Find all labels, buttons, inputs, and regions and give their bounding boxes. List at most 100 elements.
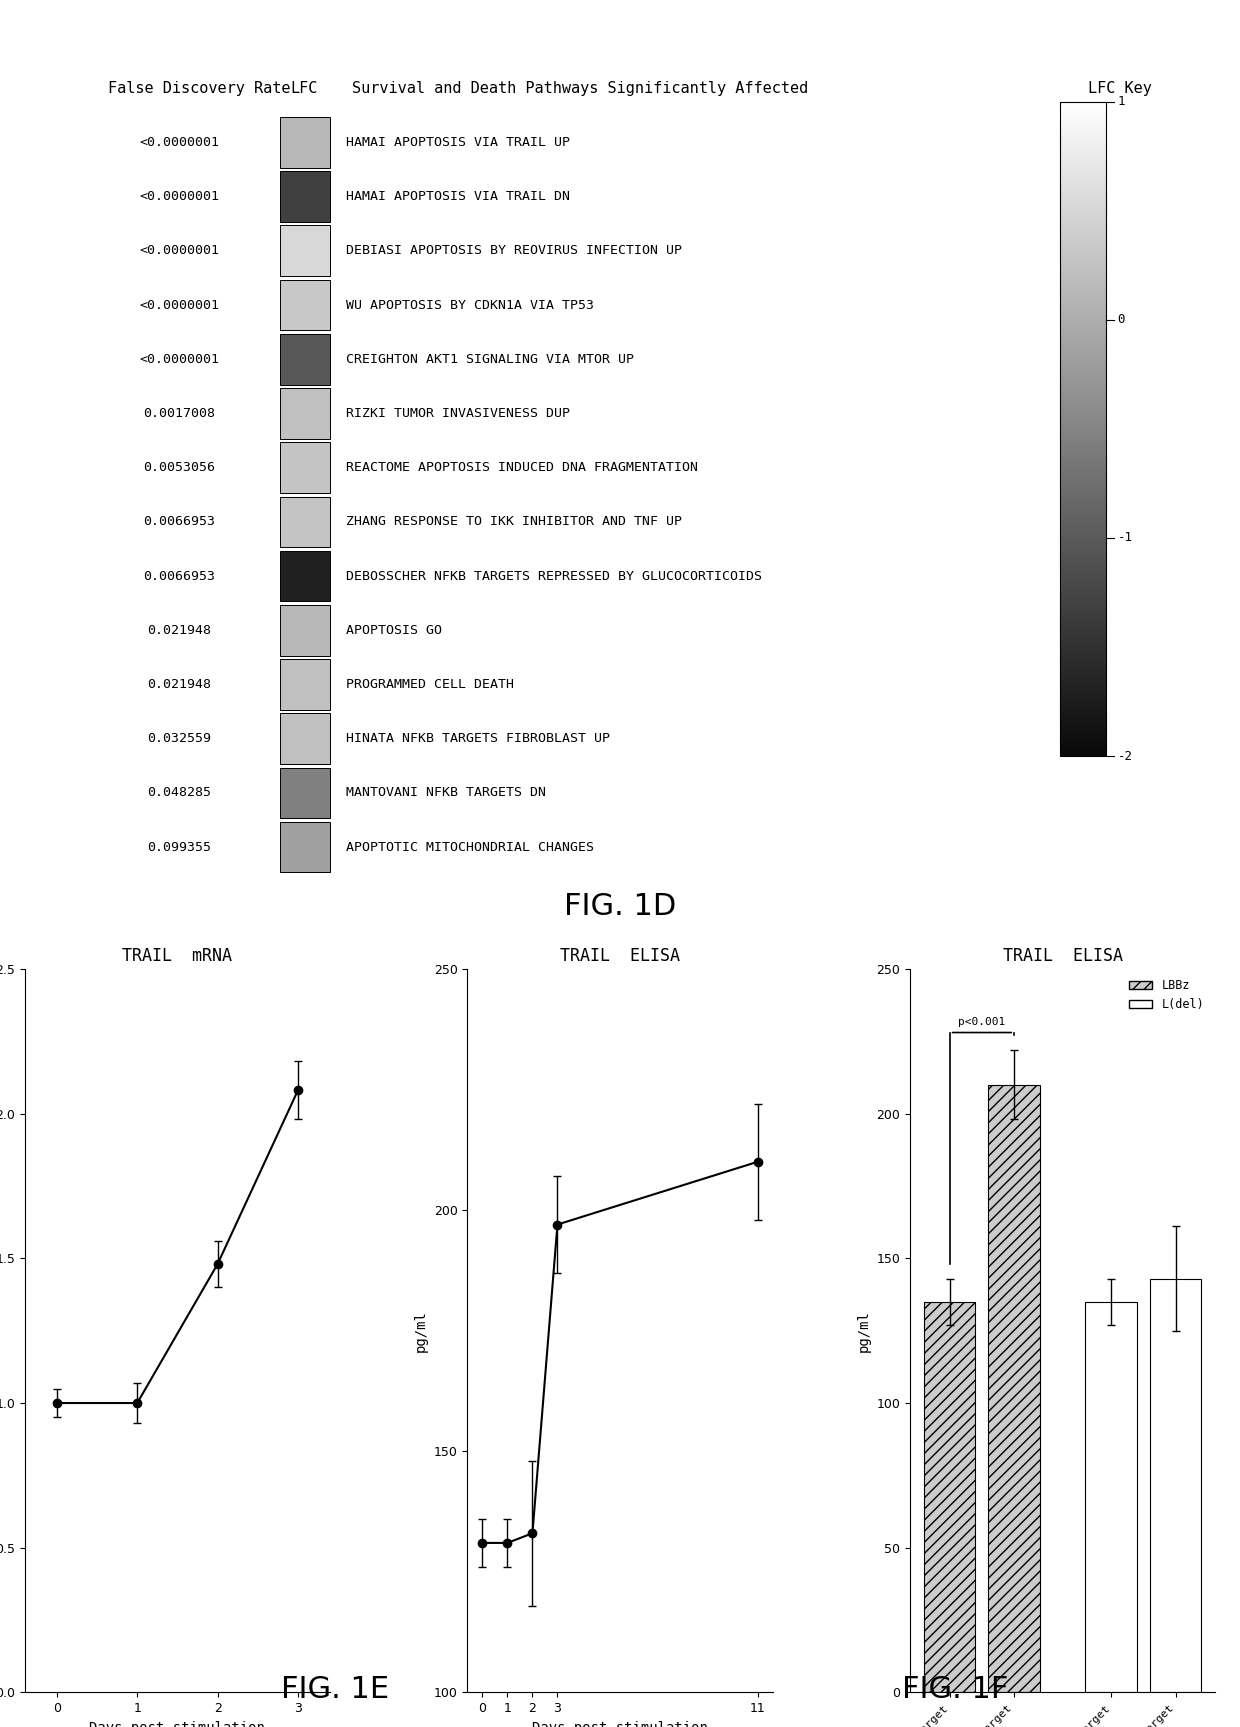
Bar <box>1060 684 1106 687</box>
Bar <box>1060 121 1106 124</box>
Bar <box>1060 503 1106 508</box>
Bar <box>1060 349 1106 354</box>
Bar <box>1060 294 1106 299</box>
Bar <box>1060 287 1106 292</box>
Bar <box>1060 444 1106 449</box>
Bar <box>279 333 330 385</box>
Y-axis label: pg/ml: pg/ml <box>857 1309 870 1352</box>
Bar <box>1060 356 1106 361</box>
Bar <box>1060 435 1106 439</box>
Bar <box>1060 159 1106 164</box>
Bar <box>1060 264 1106 269</box>
Bar <box>1060 509 1106 515</box>
Bar <box>1060 344 1106 347</box>
Bar <box>1060 535 1106 541</box>
Bar <box>1060 411 1106 416</box>
Bar <box>1060 680 1106 684</box>
Bar <box>1060 594 1106 599</box>
Text: APOPTOSIS GO: APOPTOSIS GO <box>346 623 443 637</box>
Bar <box>1060 202 1106 207</box>
Bar <box>1060 154 1106 157</box>
Text: 0.0066953: 0.0066953 <box>144 570 216 582</box>
Bar <box>1060 249 1106 252</box>
Bar <box>1060 561 1106 566</box>
Text: 0.021948: 0.021948 <box>148 679 212 691</box>
Bar <box>1060 183 1106 187</box>
Bar <box>1060 180 1106 183</box>
Bar <box>1060 542 1106 547</box>
Bar <box>924 1302 976 1692</box>
Text: FIG. 1D: FIG. 1D <box>564 891 676 920</box>
Bar <box>1060 454 1106 458</box>
Bar <box>1060 209 1106 212</box>
Title: TRAIL  ELISA: TRAIL ELISA <box>560 946 680 964</box>
Bar <box>1060 572 1106 577</box>
Bar <box>1060 713 1106 717</box>
Text: HINATA NFKB TARGETS FIBROBLAST UP: HINATA NFKB TARGETS FIBROBLAST UP <box>346 732 610 744</box>
Bar <box>1060 527 1106 530</box>
Bar <box>1060 506 1106 511</box>
Text: 0.0066953: 0.0066953 <box>144 515 216 528</box>
Bar <box>1060 414 1106 420</box>
Bar <box>1060 440 1106 446</box>
Bar <box>1060 743 1106 746</box>
Bar <box>1060 729 1106 734</box>
Bar <box>1060 465 1106 468</box>
Bar <box>1060 618 1106 622</box>
Bar <box>1060 674 1106 677</box>
Bar <box>1060 480 1106 485</box>
Bar <box>1060 627 1106 632</box>
Bar <box>1060 216 1106 219</box>
Bar <box>1060 408 1106 413</box>
Bar <box>1060 530 1106 534</box>
Bar <box>1060 340 1106 344</box>
Bar <box>1060 290 1106 295</box>
Bar <box>1060 565 1106 570</box>
Bar <box>1060 219 1106 223</box>
Bar <box>1060 622 1106 625</box>
Bar <box>279 389 330 439</box>
Bar <box>1060 592 1106 596</box>
Bar <box>1060 166 1106 171</box>
Bar <box>1060 660 1106 665</box>
Bar <box>1060 366 1106 370</box>
Bar <box>1060 473 1106 478</box>
Text: DEBOSSCHER NFKB TARGETS REPRESSED BY GLUCOCORTICOIDS: DEBOSSCHER NFKB TARGETS REPRESSED BY GLU… <box>346 570 763 582</box>
Bar <box>1060 311 1106 314</box>
Bar <box>1060 634 1106 639</box>
Bar <box>1060 307 1106 311</box>
Bar <box>1060 546 1106 549</box>
Text: 0.0017008: 0.0017008 <box>144 408 216 420</box>
Bar <box>279 822 330 872</box>
Text: Survival and Death Pathways Significantly Affected: Survival and Death Pathways Significantl… <box>352 81 808 95</box>
Bar <box>1060 359 1106 363</box>
Bar <box>1060 195 1106 200</box>
Text: 0.099355: 0.099355 <box>148 841 212 853</box>
Bar <box>1060 319 1106 325</box>
Bar <box>279 551 330 601</box>
Bar <box>1060 190 1106 193</box>
Text: -1: -1 <box>1117 532 1132 544</box>
Bar <box>1060 601 1106 606</box>
Bar <box>1060 192 1106 197</box>
Bar <box>1060 439 1106 442</box>
Bar <box>1060 271 1106 275</box>
Bar <box>1060 330 1106 333</box>
Bar <box>1060 107 1106 112</box>
Bar <box>279 713 330 763</box>
Text: False Discovery Rate: False Discovery Rate <box>108 81 290 95</box>
Text: APOPTOTIC MITOCHONDRIAL CHANGES: APOPTOTIC MITOCHONDRIAL CHANGES <box>346 841 594 853</box>
Bar <box>1060 589 1106 592</box>
Text: RIZKI TUMOR INVASIVENESS DUP: RIZKI TUMOR INVASIVENESS DUP <box>346 408 570 420</box>
Title: TRAIL  ELISA: TRAIL ELISA <box>1003 946 1122 964</box>
Bar <box>1060 718 1106 724</box>
Bar <box>1060 604 1106 610</box>
Bar <box>1060 143 1106 147</box>
Bar <box>1060 326 1106 332</box>
Bar <box>1060 402 1106 406</box>
Bar <box>1060 461 1106 465</box>
Text: HAMAI APOPTOSIS VIA TRAIL UP: HAMAI APOPTOSIS VIA TRAIL UP <box>346 136 570 149</box>
Bar <box>1060 611 1106 615</box>
Bar <box>1060 245 1106 249</box>
Text: <0.0000001: <0.0000001 <box>140 190 219 204</box>
